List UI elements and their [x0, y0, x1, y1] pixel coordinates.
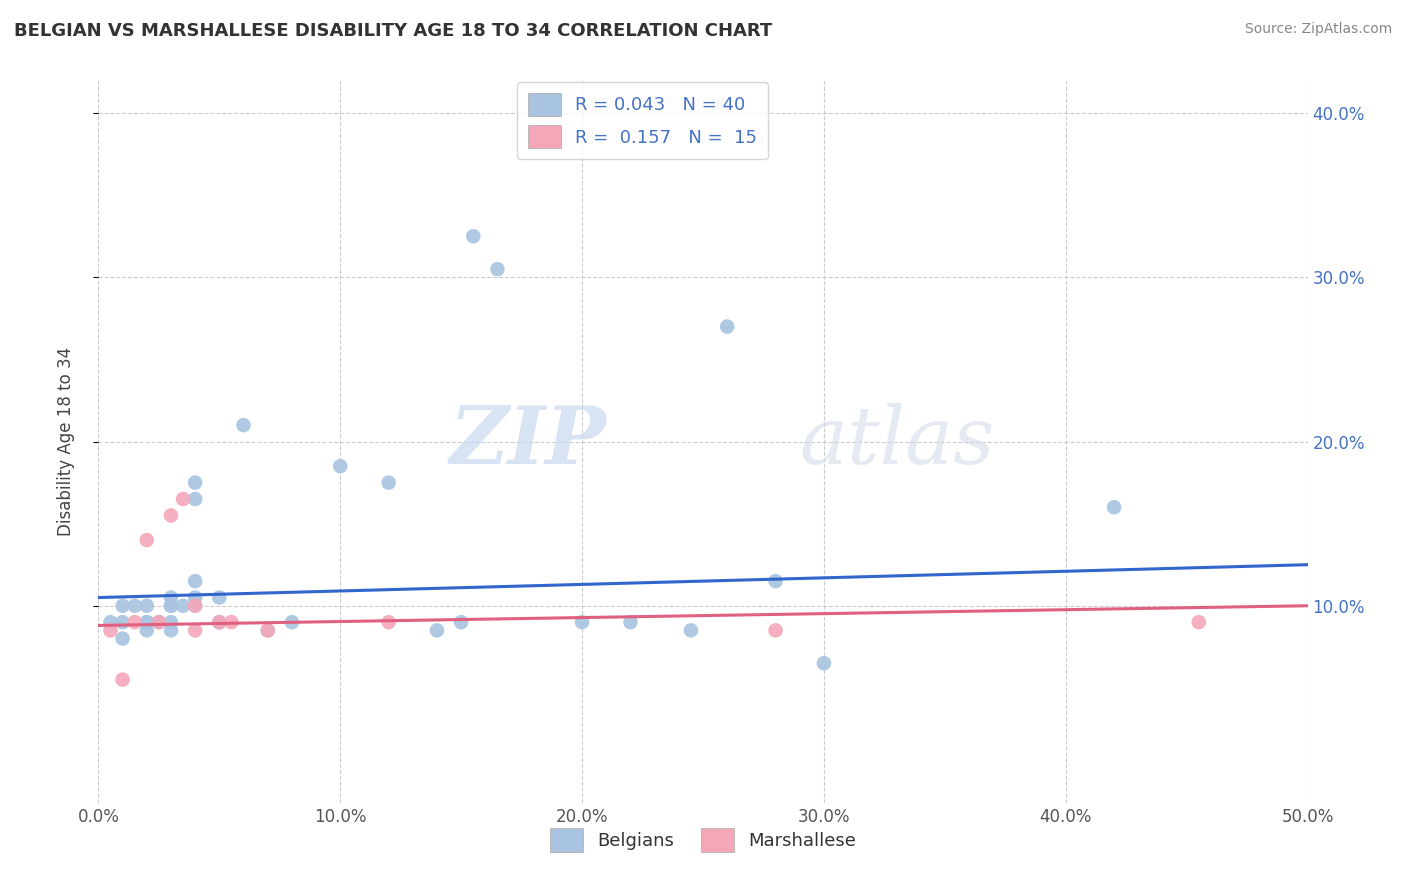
Point	[100, 624, 122, 638]
Text: ZIP: ZIP	[450, 403, 606, 480]
Point	[160, 599, 183, 613]
Point	[256, 624, 278, 638]
Point	[329, 459, 352, 474]
Point	[148, 615, 170, 630]
Point	[184, 574, 207, 588]
Point	[160, 591, 183, 605]
Y-axis label: Disability Age 18 to 34: Disability Age 18 to 34	[56, 347, 75, 536]
Text: Source: ZipAtlas.com: Source: ZipAtlas.com	[1244, 22, 1392, 37]
Point	[208, 615, 231, 630]
Point	[1102, 500, 1125, 515]
Point	[450, 615, 472, 630]
Point	[160, 599, 183, 613]
Point	[135, 599, 157, 613]
Point	[221, 615, 243, 630]
Point	[571, 615, 593, 630]
Point	[111, 615, 134, 630]
Point	[281, 615, 304, 630]
Point	[172, 491, 194, 506]
Legend: Belgians, Marshallese: Belgians, Marshallese	[543, 822, 863, 859]
Point	[135, 624, 157, 638]
Point	[148, 615, 170, 630]
Point	[619, 615, 641, 630]
Point	[256, 624, 278, 638]
Point	[184, 599, 207, 613]
Point	[184, 599, 207, 613]
Point	[679, 624, 702, 638]
Point	[208, 615, 231, 630]
Point	[184, 491, 207, 506]
Point	[160, 508, 183, 523]
Point	[377, 615, 399, 630]
Point	[377, 475, 399, 490]
Point	[100, 615, 122, 630]
Point	[111, 632, 134, 646]
Point	[813, 657, 835, 671]
Point	[765, 574, 787, 588]
Point	[124, 599, 146, 613]
Point	[135, 533, 157, 547]
Point	[232, 418, 254, 433]
Point	[208, 591, 231, 605]
Point	[184, 475, 207, 490]
Point	[184, 591, 207, 605]
Text: BELGIAN VS MARSHALLESE DISABILITY AGE 18 TO 34 CORRELATION CHART: BELGIAN VS MARSHALLESE DISABILITY AGE 18…	[14, 22, 772, 40]
Point	[716, 319, 738, 334]
Point	[426, 624, 449, 638]
Point	[111, 673, 134, 687]
Point	[208, 615, 231, 630]
Point	[172, 599, 194, 613]
Point	[486, 262, 509, 277]
Text: atlas: atlas	[800, 403, 995, 480]
Point	[1188, 615, 1211, 630]
Point	[124, 615, 146, 630]
Point	[111, 599, 134, 613]
Point	[765, 624, 787, 638]
Point	[135, 615, 157, 630]
Point	[160, 615, 183, 630]
Point	[184, 624, 207, 638]
Point	[160, 624, 183, 638]
Point	[463, 229, 485, 244]
Point	[135, 615, 157, 630]
